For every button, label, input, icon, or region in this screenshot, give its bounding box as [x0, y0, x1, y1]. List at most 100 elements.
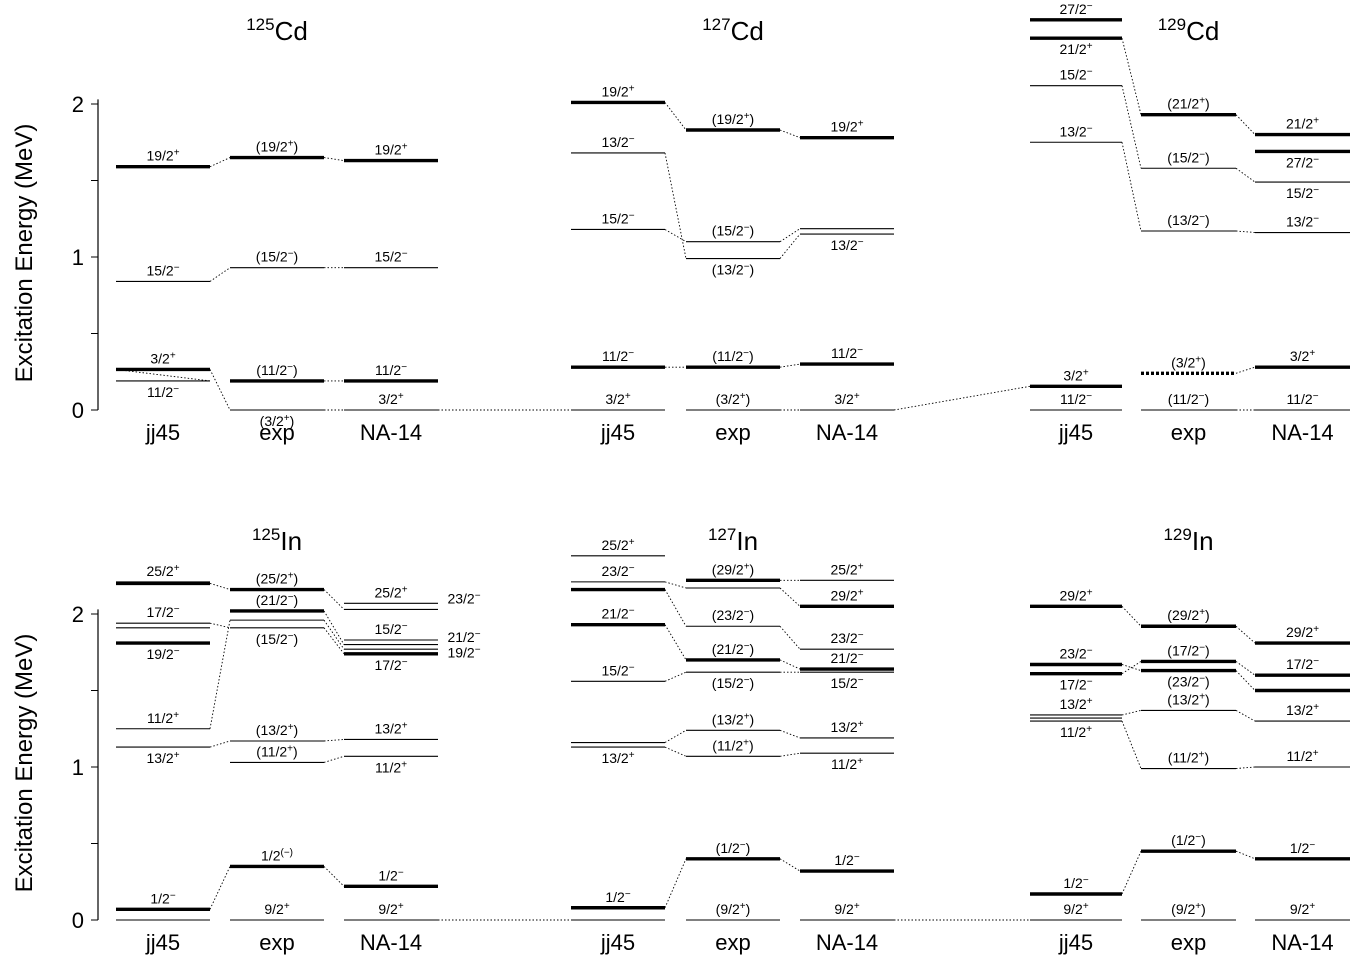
level-connector: [779, 659, 801, 670]
level-connector: [323, 627, 345, 655]
level-connector: [209, 369, 231, 411]
level-label: 11/2−: [1060, 391, 1092, 407]
column-label-jj45: jj45: [145, 930, 180, 955]
level-label: 25/2+: [146, 563, 179, 579]
level-label: 19/2−: [447, 644, 480, 660]
level-label: 21/2−: [601, 606, 634, 622]
level-label: 13/2−: [830, 237, 863, 253]
nucleus-title: 125In: [252, 525, 302, 556]
y-tick-label: 0: [72, 908, 84, 933]
level-connector: [209, 582, 231, 590]
level-label: 13/2−: [1286, 214, 1319, 230]
level-label: (13/2+): [256, 722, 298, 738]
level-label: (3/2+): [716, 391, 751, 407]
level-connector: [664, 671, 687, 682]
level-label: (15/2−): [1167, 149, 1209, 165]
level-label: 11/2−: [831, 345, 863, 361]
level-label: 13/2+: [1059, 696, 1092, 712]
level-label: 15/2−: [146, 262, 179, 278]
level-connector: [664, 102, 687, 131]
level-label: (11/2+): [712, 737, 753, 753]
level-connector: [1121, 720, 1142, 769]
level-connector: [1235, 167, 1256, 183]
level-label: 29/2+: [830, 587, 863, 603]
level-label: (11/2−): [712, 348, 753, 364]
y-axis: 0 1 2 Excitation Energy (MeV): [11, 92, 99, 423]
level-label: 23/2−: [1059, 645, 1092, 661]
level-connector: [323, 610, 345, 645]
level-label: 15/2−: [1286, 185, 1319, 201]
level-label: (9/2+): [1171, 901, 1206, 917]
y-tick-label: 2: [72, 602, 84, 627]
level-connector: [1235, 709, 1256, 722]
level-label: 21/2+: [1286, 116, 1319, 132]
level-connector: [779, 752, 801, 757]
level-label: (11/2+): [256, 743, 297, 759]
level-label: (15/2−): [712, 675, 754, 691]
level-label: 13/2−: [601, 134, 634, 150]
level-label: 11/2−: [1286, 391, 1318, 407]
level-label: 15/2−: [601, 662, 634, 678]
level-connector: [323, 157, 345, 162]
level-label: 29/2+: [1286, 624, 1319, 640]
level-label: (23/2−): [1167, 674, 1209, 690]
level-connector: [1121, 142, 1142, 232]
level-label: 9/2+: [1290, 901, 1315, 917]
column-label-jj45: jj45: [145, 420, 180, 445]
level-connector: [779, 233, 801, 259]
panel-in127: 127In jj45 exp NA-14 1/2− 13/2+ 15/2− 21/2− 23/2…: [571, 525, 894, 955]
level-label: 21/2−: [447, 629, 480, 645]
level-label: 3/2+: [378, 391, 403, 407]
level-connector: [1121, 606, 1142, 627]
y-tick-label: 0: [72, 398, 84, 423]
level-label: (13/2−): [1167, 212, 1209, 228]
level-label: 1/2−: [834, 852, 859, 868]
level-connector: [664, 746, 687, 757]
level-label: (3/2+): [1171, 354, 1206, 370]
level-label: 17/2−: [374, 657, 407, 673]
level-label: (21/2−): [712, 641, 754, 657]
level-label: 19/2+: [601, 83, 634, 99]
level-connector: [209, 267, 231, 282]
y-axis: 0 1 2 Excitation Energy (MeV): [11, 602, 99, 933]
level-connector: [664, 858, 687, 908]
nucleus-title: 129Cd: [1158, 15, 1220, 46]
level-label: 29/2+: [1059, 587, 1092, 603]
level-label: 15/2−: [374, 621, 407, 637]
level-connector: [779, 363, 801, 368]
level-label: (15/2−): [256, 249, 298, 265]
level-label: 1/2−: [378, 867, 403, 883]
level-label: 23/2−: [601, 563, 634, 579]
column-label-jj45: jj45: [600, 420, 635, 445]
level-label: (11/2−): [256, 362, 297, 378]
level-label: (1/2−): [716, 840, 751, 856]
level-label: 19/2−: [146, 646, 179, 662]
level-connector: [779, 729, 801, 739]
level-label: (1/2−): [1171, 832, 1206, 848]
level-label: 11/2+: [1060, 724, 1092, 740]
panel-in129: 129In jj45 exp NA-14 9/2+ 1/2− 11/2+ 13/2+ 17/2−…: [1030, 525, 1350, 955]
level-label: 11/2−: [147, 384, 179, 400]
level-label: 27/2−: [1059, 1, 1092, 17]
level-label: 1/2−: [150, 890, 175, 906]
level-label: (11/2−): [1168, 391, 1209, 407]
column-label-jj45: jj45: [1058, 930, 1093, 955]
y-axis-title: Excitation Energy (MeV): [11, 634, 38, 893]
level-label: 19/2+: [374, 142, 407, 158]
level-connector: [1121, 850, 1142, 895]
level-connector: [323, 866, 345, 887]
column-label-exp: exp: [1171, 420, 1206, 445]
column-label-exp: exp: [259, 420, 294, 445]
column-label-na-14: NA-14: [360, 420, 422, 445]
level-label: 11/2+: [1286, 748, 1318, 764]
level-connector: [664, 152, 687, 259]
level-label: 25/2+: [830, 561, 863, 577]
y-tick-label: 2: [72, 92, 84, 117]
level-label: 17/2−: [146, 604, 179, 620]
level-label: 19/2+: [830, 119, 863, 135]
level-connector: [1121, 38, 1142, 115]
level-label: (15/2−): [256, 631, 298, 647]
level-connector: [323, 619, 345, 650]
level-label: 11/2+: [375, 759, 407, 775]
